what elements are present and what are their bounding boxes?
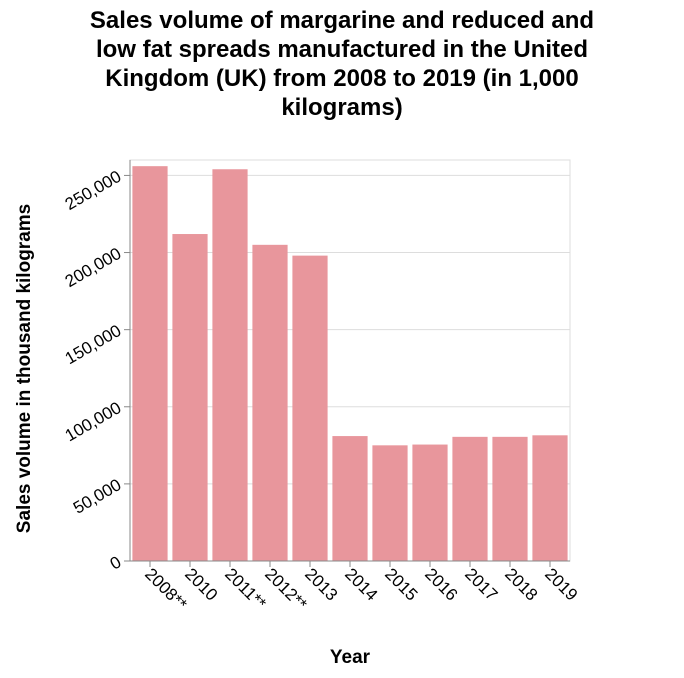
- x-tick-label: 2008**: [141, 564, 191, 614]
- x-axis-ticks: 2008**2010 2011**2012**2013 2014 2015 2016 20…: [141, 561, 581, 614]
- bar-2013: [292, 255, 328, 561]
- bars: [132, 166, 568, 562]
- y-tick-label: 150,000: [62, 321, 125, 368]
- bar-2015: [372, 445, 408, 561]
- bar-2018: [492, 436, 528, 561]
- y-axis-ticks: 0 50,000 100,000 150,000 200,000 250,000: [62, 167, 130, 574]
- x-tick-label: 2014: [341, 564, 381, 604]
- x-tick-label: 2016: [421, 564, 461, 604]
- x-tick-label: 2011**: [221, 564, 270, 613]
- y-tick-label: 0: [107, 552, 125, 573]
- bar-2012: [252, 244, 288, 562]
- chart-title: Sales volume of margarine and reduced an…: [0, 6, 684, 122]
- chart-title-line-1: Sales volume of margarine and reduced an…: [89, 7, 595, 34]
- bar-2010: [172, 234, 208, 561]
- bar-2011: [212, 169, 248, 561]
- x-tick-label: 2012**: [261, 564, 311, 614]
- x-tick-label: 2015: [381, 564, 421, 604]
- bar-2008: [132, 166, 168, 561]
- x-tick-label: 2017: [461, 564, 501, 604]
- bar-2014: [332, 436, 368, 561]
- x-tick-label: 2019: [541, 564, 581, 604]
- x-axis-title: Year: [330, 647, 371, 668]
- y-tick-label: 250,000: [62, 167, 125, 214]
- bar-2017: [452, 436, 488, 561]
- bar-2016: [412, 444, 448, 561]
- y-tick-label: 100,000: [62, 398, 125, 445]
- y-axis-title: Sales volume in thousand kilograms: [14, 204, 35, 533]
- chart-title-line-2: low fat spreads manufactured in the Unit…: [95, 36, 589, 63]
- bar-2019: [532, 435, 568, 561]
- x-tick-label: 2018: [501, 564, 541, 604]
- chart-title-line-4: kilograms): [281, 94, 403, 121]
- chart-title-line-3: Kingdom (UK) from 2008 to 2019 (in 1,000: [105, 65, 579, 92]
- y-tick-label: 200,000: [62, 244, 125, 291]
- y-tick-label: 50,000: [70, 475, 125, 517]
